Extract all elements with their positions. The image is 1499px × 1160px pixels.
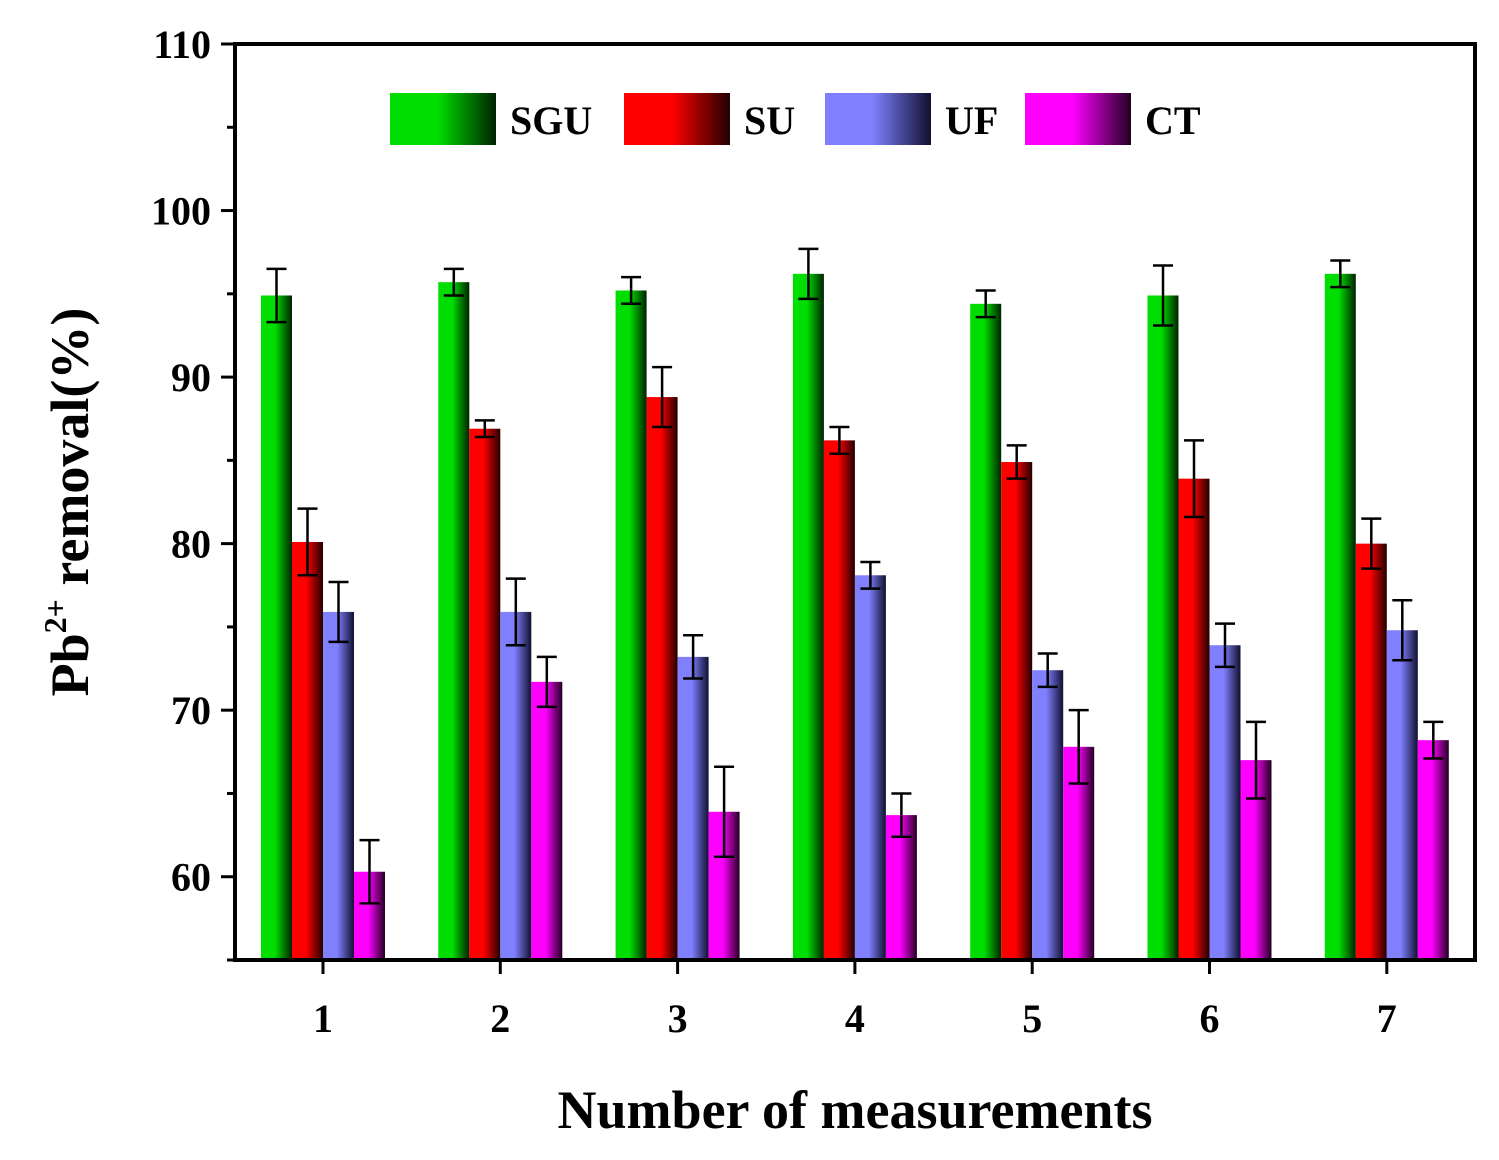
x-tick-label: 6: [1200, 996, 1220, 1041]
error-bar-sgu-5: [975, 289, 996, 319]
legend-item-sgu: SGU: [390, 93, 592, 145]
bar-uf-3: [677, 656, 709, 960]
error-bar-ct-3: [714, 765, 735, 858]
y-tick-label: 90: [171, 355, 211, 400]
bar-uf-4: [854, 575, 886, 960]
error-bar-ct-2: [536, 655, 557, 709]
bar-su-6: [1178, 478, 1210, 960]
bar-su-5: [1001, 462, 1033, 960]
y-axis-title: Pb2+ removal(%): [37, 308, 100, 697]
error-bar-su-1: [297, 507, 318, 577]
error-bar-sgu-7: [1330, 259, 1351, 289]
error-bar-sgu-3: [621, 275, 642, 306]
error-bar-ct-6: [1246, 720, 1266, 800]
legend-swatch: [624, 93, 730, 145]
y-axis-title-base: Pb: [40, 633, 100, 696]
bar-uf-2: [500, 611, 532, 960]
legend-item-ct: CT: [1025, 93, 1201, 145]
bars-layer: [261, 273, 1449, 961]
error-bar-uf-6: [1215, 622, 1235, 669]
bar-uf-7: [1386, 630, 1418, 960]
x-axis-title: Number of measurements: [558, 1080, 1153, 1140]
error-bar-su-2: [474, 419, 495, 439]
bar-su-4: [823, 440, 855, 960]
error-bar-uf-2: [505, 577, 526, 647]
legend-item-uf: UF: [825, 93, 998, 145]
bar-sgu-5: [970, 303, 1002, 960]
error-bar-uf-4: [860, 560, 881, 590]
legend-label: SGU: [510, 98, 592, 143]
error-bar-ct-4: [891, 792, 912, 839]
bar-uf-5: [1032, 670, 1064, 960]
error-bar-uf-7: [1392, 599, 1413, 662]
legend: SGU SU UF CT: [390, 93, 1201, 145]
bar-ct-2: [531, 681, 563, 960]
bar-sgu-1: [261, 295, 292, 960]
bar-sgu-3: [615, 290, 647, 960]
bar-ct-7: [1417, 740, 1449, 960]
error-bar-sgu-4: [798, 247, 819, 301]
error-bar-sgu-6: [1153, 264, 1173, 327]
error-bar-su-3: [652, 365, 673, 429]
x-tick-label: 1: [313, 996, 333, 1041]
x-tick-label: 7: [1377, 996, 1397, 1041]
bar-sgu-2: [438, 282, 470, 960]
x-tick-label: 3: [668, 996, 688, 1041]
y-tick-label: 80: [171, 522, 211, 567]
error-bar-su-7: [1361, 517, 1382, 570]
error-bar-sgu-2: [443, 267, 464, 297]
error-bar-ct-7: [1423, 720, 1444, 760]
bar-su-3: [646, 397, 678, 960]
error-bar-sgu-1: [266, 267, 287, 324]
y-tick-label: 100: [151, 189, 211, 234]
y-tick-label: 60: [171, 855, 211, 900]
error-bars-layer: [266, 247, 1444, 905]
y-axis-title-superscript: 2+: [37, 599, 73, 633]
error-bar-ct-1: [359, 838, 380, 905]
legend-swatch: [390, 93, 496, 145]
bar-uf-6: [1209, 645, 1241, 960]
y-tick-label: 70: [171, 688, 211, 733]
error-bar-ct-5: [1068, 708, 1089, 785]
error-bar-su-4: [829, 425, 850, 455]
y-tick-label: 110: [153, 22, 211, 67]
legend-label: CT: [1145, 98, 1201, 143]
legend-swatch: [825, 93, 931, 145]
error-bar-uf-1: [328, 580, 349, 644]
y-axis-title-rest: removal(%): [40, 308, 100, 599]
bar-su-2: [469, 428, 501, 961]
bar-uf-1: [323, 611, 354, 960]
legend-swatch: [1025, 93, 1131, 145]
bar-su-1: [292, 541, 323, 960]
legend-item-su: SU: [624, 93, 795, 145]
x-tick-label: 2: [490, 996, 510, 1041]
x-tick-label: 4: [845, 996, 865, 1041]
bar-sgu-7: [1324, 273, 1356, 960]
legend-label: UF: [945, 98, 998, 143]
bar-su-7: [1355, 543, 1387, 960]
error-bar-uf-3: [683, 633, 704, 680]
bar-sgu-6: [1147, 295, 1179, 960]
bar-ct-4: [885, 815, 917, 960]
bar-sgu-4: [792, 273, 824, 960]
error-bar-su-5: [1006, 444, 1027, 480]
error-bar-uf-5: [1037, 652, 1058, 689]
legend-label: SU: [744, 98, 795, 143]
error-bar-su-6: [1184, 439, 1204, 519]
x-tick-label: 5: [1022, 996, 1042, 1041]
x-axis: 1 2 3 4 5 6 7: [313, 960, 1397, 1041]
y-axis: 60 70 80 90 100 110: [151, 22, 235, 962]
